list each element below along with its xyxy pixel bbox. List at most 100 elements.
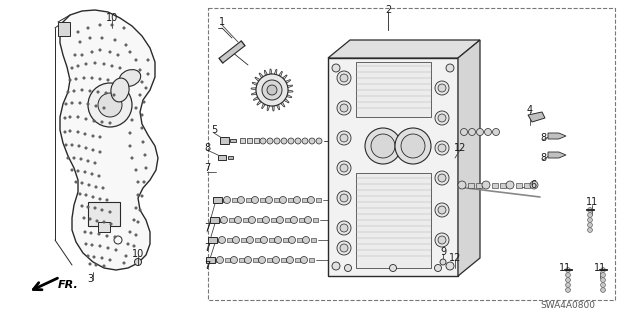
Circle shape [91, 77, 93, 79]
Circle shape [600, 268, 605, 272]
Text: 10: 10 [132, 249, 144, 259]
Circle shape [260, 138, 266, 144]
Text: 7: 7 [204, 163, 210, 173]
Circle shape [332, 262, 340, 270]
Circle shape [143, 101, 145, 103]
Text: 6: 6 [530, 180, 536, 190]
Circle shape [84, 194, 87, 196]
Circle shape [461, 129, 467, 136]
Circle shape [216, 256, 223, 263]
Circle shape [337, 101, 351, 115]
Circle shape [446, 64, 454, 72]
Polygon shape [599, 269, 607, 270]
Circle shape [588, 212, 593, 218]
Circle shape [89, 218, 92, 220]
Circle shape [141, 81, 143, 83]
Circle shape [530, 181, 538, 189]
Circle shape [337, 131, 351, 145]
Polygon shape [278, 71, 282, 77]
Circle shape [103, 265, 105, 267]
Circle shape [90, 232, 92, 234]
Bar [232, 198, 237, 202]
Circle shape [232, 236, 239, 243]
Circle shape [141, 114, 143, 116]
Circle shape [99, 78, 101, 80]
Circle shape [115, 249, 117, 251]
Circle shape [91, 244, 93, 246]
Circle shape [107, 247, 109, 249]
Circle shape [566, 273, 570, 278]
Circle shape [114, 39, 116, 41]
Circle shape [98, 233, 100, 235]
Bar [218, 155, 226, 160]
Bar [468, 182, 474, 188]
Bar [227, 238, 232, 242]
Bar [208, 237, 217, 243]
Bar [213, 197, 222, 203]
Circle shape [98, 175, 100, 177]
Circle shape [600, 278, 605, 282]
Circle shape [600, 288, 605, 293]
Circle shape [110, 223, 112, 225]
Circle shape [109, 51, 111, 53]
Circle shape [588, 218, 593, 222]
Circle shape [137, 194, 140, 196]
Circle shape [234, 217, 241, 224]
Circle shape [89, 263, 92, 265]
Bar [240, 138, 245, 143]
Circle shape [89, 90, 92, 92]
Circle shape [566, 288, 570, 293]
Circle shape [276, 217, 284, 224]
Circle shape [101, 37, 103, 39]
Bar [313, 218, 318, 222]
Circle shape [77, 170, 79, 172]
Bar [274, 198, 279, 202]
Circle shape [281, 138, 287, 144]
Bar [476, 182, 482, 188]
Text: SWA4A0800: SWA4A0800 [541, 301, 595, 310]
Circle shape [267, 138, 273, 144]
Polygon shape [219, 41, 245, 63]
Circle shape [84, 118, 87, 120]
Circle shape [133, 245, 135, 247]
Circle shape [71, 102, 73, 104]
Circle shape [275, 236, 282, 243]
Circle shape [365, 128, 401, 164]
Circle shape [493, 129, 499, 136]
Bar [210, 217, 219, 223]
Circle shape [102, 187, 104, 189]
Bar [316, 198, 321, 202]
Circle shape [99, 151, 101, 153]
Bar [220, 219, 225, 221]
Circle shape [103, 107, 105, 109]
Circle shape [307, 197, 314, 204]
Circle shape [77, 116, 79, 118]
Circle shape [92, 196, 94, 198]
Circle shape [337, 71, 351, 85]
Polygon shape [564, 269, 572, 270]
Polygon shape [282, 75, 287, 79]
Circle shape [252, 197, 259, 204]
Circle shape [125, 255, 127, 257]
Circle shape [99, 198, 101, 200]
Bar [98, 222, 110, 232]
Circle shape [99, 136, 101, 138]
Circle shape [446, 262, 454, 270]
Bar [247, 138, 252, 143]
Circle shape [129, 231, 131, 233]
Polygon shape [281, 102, 285, 107]
Text: 11: 11 [594, 263, 606, 273]
Circle shape [390, 264, 397, 271]
Circle shape [566, 283, 570, 287]
Circle shape [83, 217, 85, 219]
Text: 8: 8 [540, 153, 546, 163]
Polygon shape [267, 105, 269, 111]
Circle shape [294, 197, 301, 204]
Circle shape [81, 205, 83, 207]
Bar [356, 173, 431, 268]
Circle shape [291, 217, 298, 224]
Circle shape [435, 264, 442, 271]
Polygon shape [586, 209, 594, 210]
Bar [297, 238, 302, 242]
Circle shape [395, 128, 431, 164]
